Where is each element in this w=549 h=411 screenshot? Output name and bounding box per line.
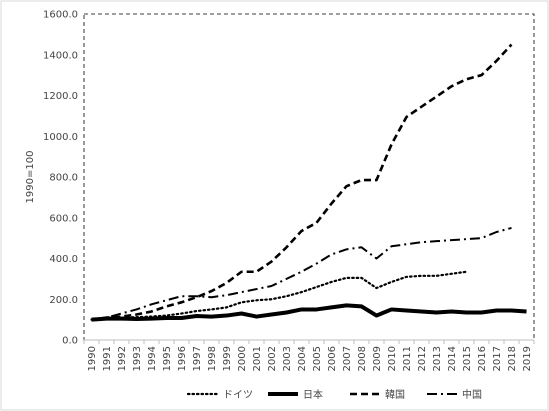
x-tick-label: 2019 [522, 346, 533, 371]
y-tick-label: 1000.0 [43, 132, 78, 143]
x-tick-label: 2002 [267, 346, 278, 371]
y-tick-label: 400.0 [49, 254, 78, 265]
x-tick-label: 2018 [507, 346, 518, 371]
x-tick-label: 2011 [402, 346, 413, 371]
x-tick-label: 2000 [237, 346, 248, 371]
x-tick-label: 2003 [282, 346, 293, 371]
x-axis-ticks: 1990 1991 1992 1993 1994 1995 1996 1997 1998 1999… [83, 340, 535, 371]
x-tick-label: 1990 [87, 346, 98, 371]
y-axis-ticks: 0.0 200.0 400.0 600.0 800.0 1000.0 1200.0 1400.… [43, 10, 78, 347]
x-tick-label: 1998 [207, 346, 218, 371]
y-tick-label: 200.0 [49, 295, 78, 306]
y-tick-label: 600.0 [49, 213, 78, 224]
x-tick-label: 2005 [312, 346, 323, 371]
x-tick-label: 2001 [252, 346, 263, 371]
x-tick-label: 2007 [342, 346, 353, 371]
series-line-3 [91, 43, 513, 321]
x-tick-label: 1992 [117, 346, 128, 371]
x-tick-label: 2017 [492, 346, 503, 371]
series-line-2 [91, 303, 527, 322]
x-tick-label: 2013 [432, 346, 443, 371]
x-tick-label: 1997 [192, 346, 203, 371]
y-tick-label: 800.0 [49, 173, 78, 184]
x-tick-label: 2004 [297, 346, 308, 371]
series-line-1 [90, 270, 468, 321]
x-tick-label: 1996 [177, 346, 188, 371]
x-tick-label: 2014 [447, 346, 458, 371]
legend: ドイツ 日本 韓国 中国 [186, 388, 482, 401]
y-axis-label: 1990=100 [25, 151, 36, 204]
x-tick-label: 2012 [417, 346, 428, 371]
y-tick-label: 1200.0 [43, 91, 78, 102]
x-tick-label: 1993 [132, 346, 143, 371]
legend-label-2: 日本 [303, 388, 323, 401]
y-tick-label: 1400.0 [43, 50, 78, 61]
series-layer [90, 43, 527, 322]
legend-label-4: 中国 [462, 388, 482, 401]
x-tick-label: 1999 [222, 346, 233, 371]
x-tick-label: 2006 [327, 346, 338, 371]
x-tick-label: 2010 [387, 346, 398, 371]
x-tick-label: 2008 [357, 346, 368, 371]
x-tick-label: 2015 [462, 346, 473, 371]
x-tick-label: 1994 [147, 346, 158, 371]
x-tick-label: 1991 [102, 346, 113, 371]
y-tick-label: 1600.0 [43, 10, 78, 21]
x-tick-label: 1995 [162, 346, 173, 371]
y-tick-label: 0.0 [62, 336, 78, 347]
legend-label-1: ドイツ [223, 390, 253, 401]
x-tick-label: 2016 [477, 346, 488, 371]
x-tick-label: 2009 [372, 346, 383, 371]
legend-label-3: 韓国 [385, 389, 405, 401]
